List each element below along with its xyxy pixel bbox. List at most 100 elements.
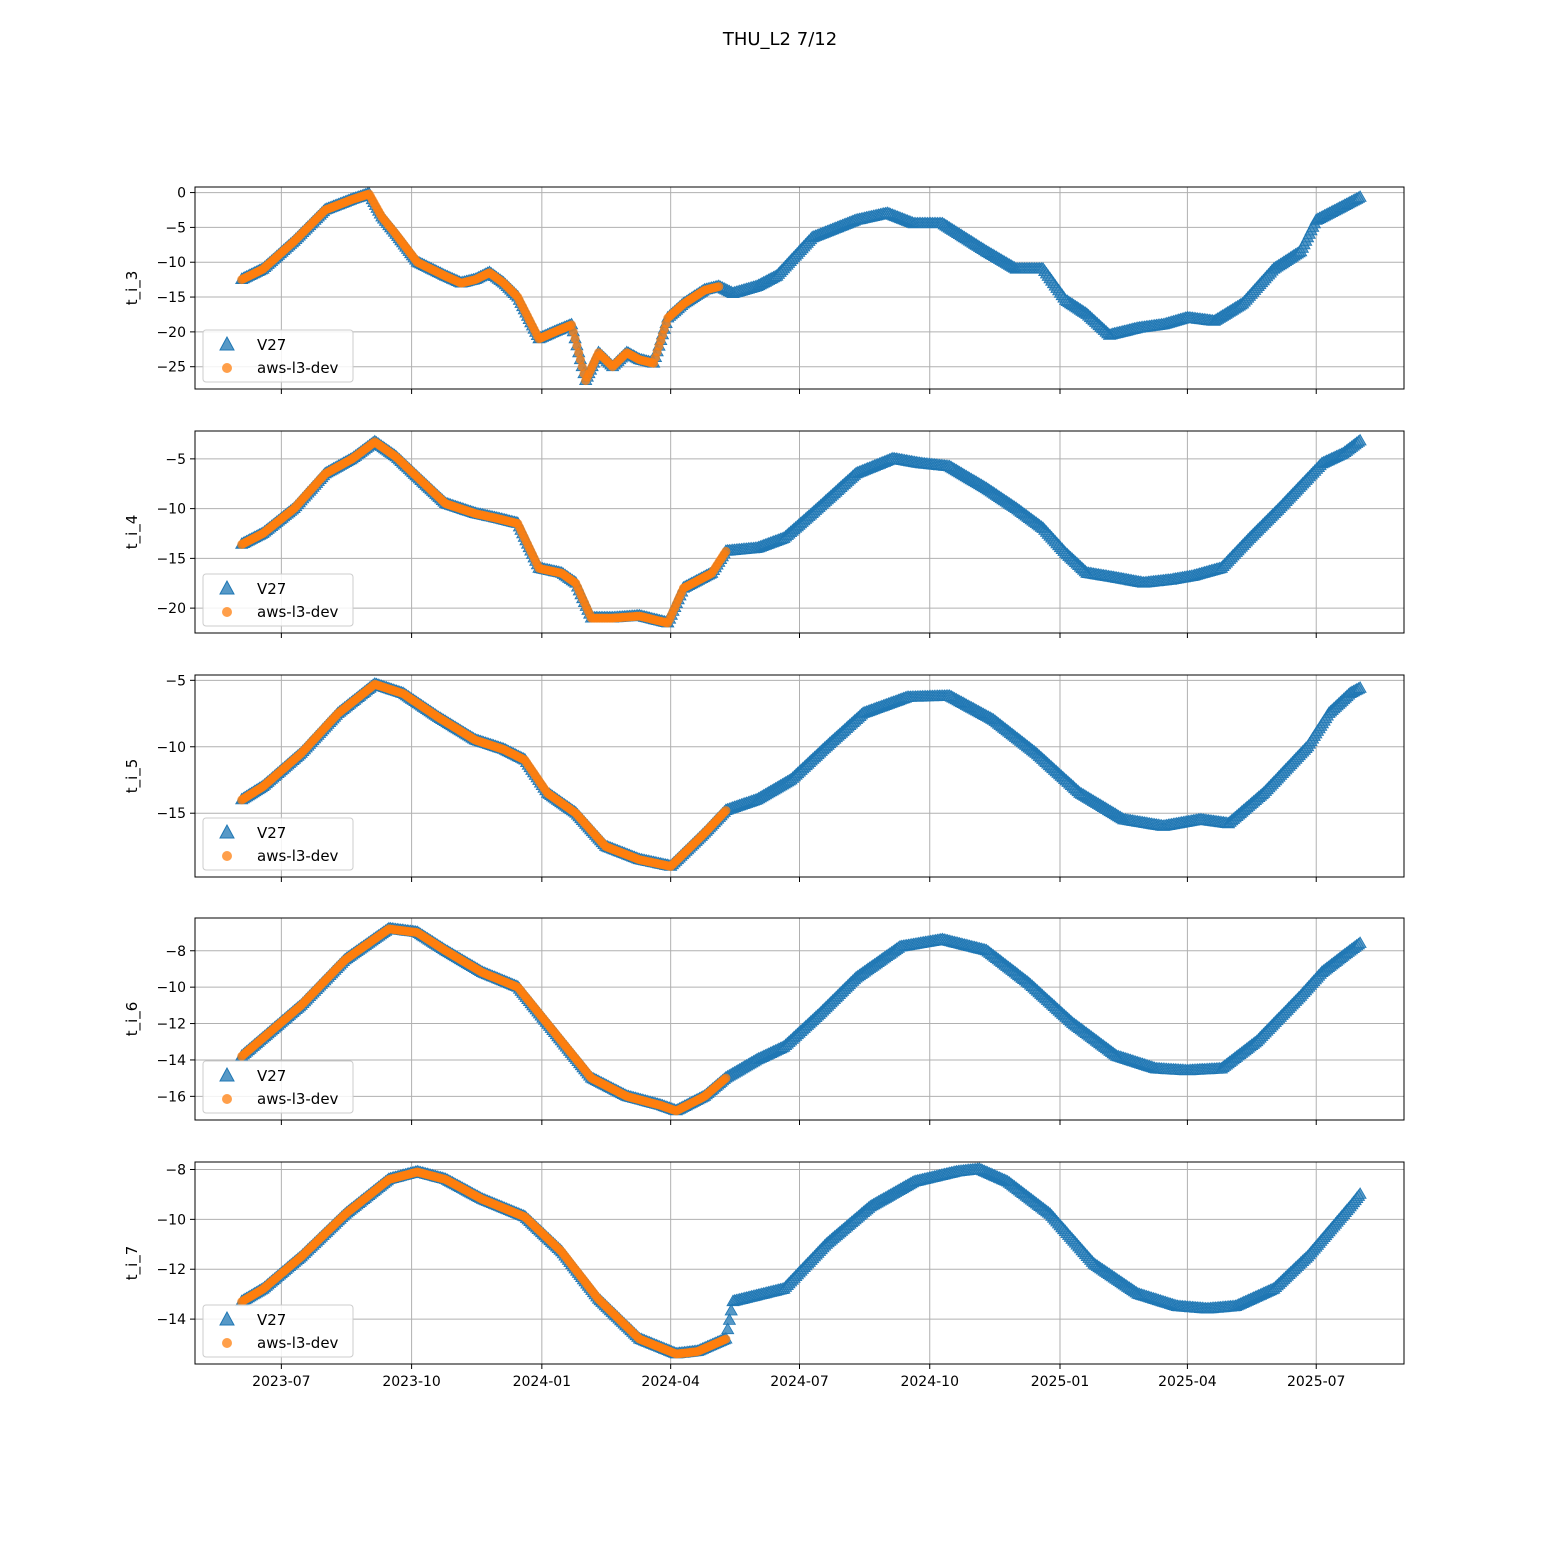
y-tick-label: −20 [156,325,186,341]
y-tick-label: −15 [156,806,186,822]
panel-t-i-5: −5 −10 −15 t_i_5 V27 aws-l3-dev [123,673,1405,882]
y-tick-label: 0 [177,186,186,202]
y-tick-label: −5 [165,220,186,236]
figure-title: THU_L2 7/12 [722,29,837,50]
x-tick-label: 2024-10 [900,1374,959,1390]
x-tick-label: 2023-10 [382,1374,441,1390]
y-tick-label: −12 [156,1262,186,1278]
legend-v27-label: V27 [257,580,286,598]
aws-marker [721,546,731,556]
y-tick-label: −12 [156,1017,186,1033]
legend-aws-label: aws-l3-dev [257,603,339,621]
aws-marker [570,334,580,344]
legend-v27-label: V27 [257,1311,286,1329]
aws-marker [721,1073,731,1083]
panel-frame [194,1161,1405,1365]
x-tick-label: 2024-04 [641,1374,700,1390]
legend-aws-label: aws-l3-dev [257,847,339,865]
legend-aws-marker [222,607,232,617]
aws-marker [567,320,577,330]
aws-marker [572,341,582,351]
panel-t-i-7: 2023-07 2023-10 2024-01 2024-04 2024-07 2024-… [123,1161,1405,1390]
legend: V27 aws-l3-dev [202,573,354,627]
legend-v27-label: V27 [257,824,286,842]
y-tick-label: −20 [156,601,186,617]
plot-area [235,676,1367,871]
legend-v27-marker [219,1066,235,1082]
x-tick-label: 2023-07 [252,1374,311,1390]
panel-t-i-3: 0 −5 −10 −15 −20 −25 t_i_3 V27 aws-l3-dev [123,186,1405,394]
legend-box [202,329,354,383]
legend-box [202,1060,354,1114]
y-tick-label: −10 [156,255,186,271]
legend-v27-label: V27 [257,336,286,354]
y-tick-label: −10 [156,740,186,756]
x-tick-label: 2025-07 [1287,1374,1346,1390]
legend-v27-marker [219,335,235,351]
plot-area [235,921,1367,1116]
y-tick-label: −5 [165,673,186,689]
y-tick-label: −8 [165,944,186,960]
y-tick-label: −16 [156,1089,186,1105]
legend-aws-label: aws-l3-dev [257,1090,339,1108]
aws-marker [714,282,724,292]
series-aws-l3-dev [237,679,731,871]
panel-t-i-4: −5 −10 −15 −20 t_i_4 V27 aws-l3-dev [123,430,1405,638]
legend-v27-marker [219,823,235,839]
legend-v27-label: V27 [257,1067,286,1085]
plot-area [235,187,1367,386]
y-tick-label: −14 [156,1053,186,1069]
y-axis-label: t_i_7 [123,1246,142,1281]
panel-frame [194,674,1405,878]
aws-marker [575,355,585,365]
legend-aws-marker [222,1094,232,1104]
legend-aws-label: aws-l3-dev [257,359,339,377]
panels-container: 0 −5 −10 −15 −20 −25 t_i_3 V27 aws-l3-dev −5 −10 −1… [123,186,1405,1390]
panel-frame [194,186,1405,390]
series-aws-l3-dev [237,437,731,628]
aws-marker [721,806,731,816]
series-aws-l3-dev [237,1167,731,1359]
legend-v27-marker [219,1310,235,1326]
aws-marker [721,1334,731,1344]
legend: V27 aws-l3-dev [202,817,354,871]
legend-aws-marker [222,851,232,861]
y-tick-label: −15 [156,290,186,306]
y-tick-label: −8 [165,1162,186,1178]
y-tick-label: −25 [156,360,186,376]
aws-marker [568,327,578,337]
aws-marker [574,348,584,358]
y-axis-label: t_i_4 [123,515,142,550]
legend-box [202,1304,354,1358]
y-axis-label: t_i_3 [123,271,142,306]
aws-marker [577,362,587,372]
legend-aws-label: aws-l3-dev [257,1334,339,1352]
x-tick-label: 2024-07 [770,1374,829,1390]
y-tick-label: −15 [156,551,186,567]
panel-t-i-6: −8 −10 −12 −14 −16 t_i_6 V27 aws-l3-dev [123,917,1405,1125]
plot-area [235,433,1367,628]
plot-area [235,1162,1367,1359]
legend-box [202,573,354,627]
y-tick-label: −14 [156,1312,186,1328]
legend-v27-marker [219,579,235,595]
legend-aws-marker [222,363,232,373]
y-tick-label: −10 [156,980,186,996]
legend: V27 aws-l3-dev [202,1304,354,1358]
legend: V27 aws-l3-dev [202,1060,354,1114]
series-aws-l3-dev [237,189,724,386]
x-tick-label: 2024-01 [513,1374,572,1390]
legend: V27 aws-l3-dev [202,329,354,383]
y-tick-label: −5 [165,452,186,468]
y-axis-label: t_i_6 [123,1002,142,1037]
series-aws-l3-dev [237,924,731,1116]
y-tick-label: −10 [156,502,186,518]
x-tick-label: 2025-01 [1031,1374,1090,1390]
panel-frame [194,917,1405,1121]
y-axis-label: t_i_5 [123,759,142,794]
legend-box [202,817,354,871]
legend-aws-marker [222,1338,232,1348]
y-tick-label: −10 [156,1212,186,1228]
panel-frame [194,430,1405,634]
